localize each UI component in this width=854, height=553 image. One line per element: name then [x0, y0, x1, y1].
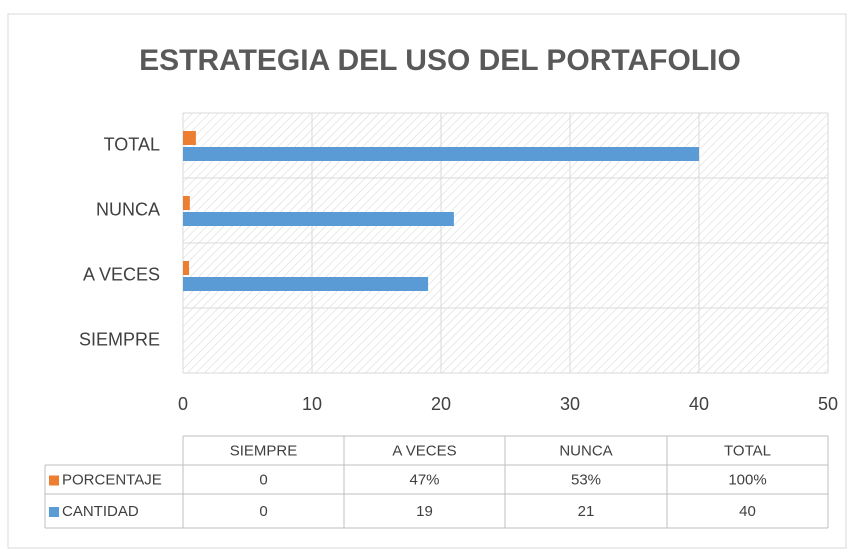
y-tick-label: NUNCA	[96, 199, 160, 219]
table-cell: 21	[578, 503, 595, 520]
table-header: SIEMPRE	[230, 442, 298, 459]
table-cell: 40	[739, 503, 756, 520]
x-tick-label: 40	[689, 394, 709, 414]
table-header: TOTAL	[724, 442, 771, 459]
x-tick-label: 20	[431, 394, 451, 414]
legend-key	[49, 475, 59, 486]
x-tick-label: 10	[302, 394, 322, 414]
bar	[183, 277, 429, 291]
table-cell: 100%	[728, 471, 766, 488]
table-cell: 53%	[571, 471, 601, 488]
table-cell: 0	[259, 471, 267, 488]
table-cell: 0	[259, 503, 267, 520]
x-tick-label: 50	[818, 394, 838, 414]
legend-label: CANTIDAD	[62, 503, 139, 520]
x-tick-label: 0	[178, 394, 188, 414]
bar	[183, 212, 454, 226]
legend-key	[49, 507, 59, 517]
table-header: A VECES	[392, 442, 456, 459]
table-cell: 47%	[409, 471, 439, 488]
table-header: NUNCA	[559, 442, 612, 459]
bar	[183, 131, 196, 145]
legend-label: PORCENTAJE	[62, 471, 162, 488]
table-cell: 19	[416, 503, 433, 520]
y-tick-label: SIEMPRE	[79, 329, 160, 349]
bar	[183, 147, 699, 161]
y-tick-label: A VECES	[83, 264, 160, 284]
bar	[183, 261, 190, 275]
chart-title: ESTRATEGIA DEL USO DEL PORTAFOLIO	[139, 44, 741, 77]
y-tick-label: TOTAL	[104, 134, 160, 154]
bar	[183, 196, 190, 210]
x-tick-label: 30	[560, 394, 580, 414]
